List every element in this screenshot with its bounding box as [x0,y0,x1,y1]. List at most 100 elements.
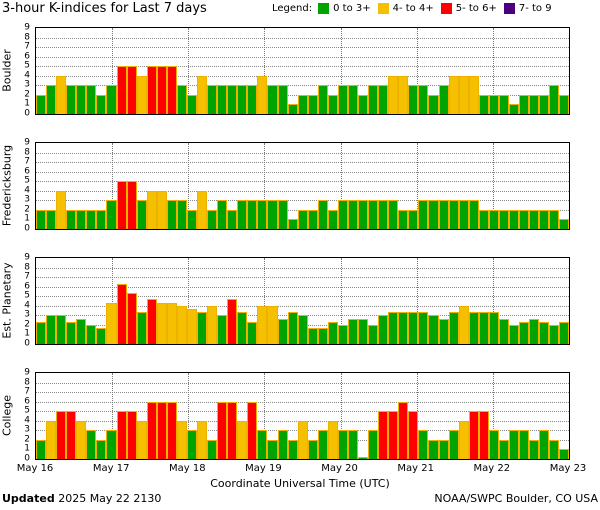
bar [106,85,117,114]
y-tick-1: 1 [24,98,30,109]
bar [297,94,308,114]
bar [227,85,238,114]
bar [257,200,268,229]
bar [297,209,308,229]
bar [529,439,540,459]
bar [267,439,278,459]
bar [86,85,97,114]
gridline-v-day4 [340,143,342,229]
bar [126,411,137,459]
bar [287,219,298,229]
bar [176,85,187,114]
y-tick-6: 6 [24,281,30,292]
gridline-v-day1 [112,373,114,459]
bar [287,439,298,459]
footer-updated-value: 2025 May 22 2130 [58,492,162,505]
bar [317,85,328,114]
bar [307,328,318,344]
gridline-v-day3 [264,28,266,114]
panel-college [35,372,570,460]
bar [166,200,177,229]
bar [197,312,208,344]
y-tick-0: 0 [24,108,30,119]
bar [277,318,288,344]
bar [529,209,540,229]
bar [207,439,218,459]
gridline-h-5 [36,66,569,68]
bar [176,420,187,459]
gridline-h-7 [36,47,569,49]
bar [186,209,197,229]
bar [36,209,47,229]
gridline-v-day4 [340,258,342,344]
gridline-h-4 [36,190,569,192]
bar [186,308,197,344]
bar [539,430,550,459]
bar [378,85,389,114]
gridline-h-8 [36,37,569,39]
bar-group [36,373,569,459]
bar [539,321,550,344]
bar [307,439,318,459]
bar [146,401,157,459]
y-tick-8: 8 [24,377,30,388]
bar [247,321,258,344]
gridline-v-day5 [416,143,418,229]
bar [428,94,439,114]
bar [529,318,540,344]
gridline-h-6 [36,401,569,403]
bar [337,324,348,344]
y-tick-4: 4 [24,300,30,311]
bar [36,94,47,114]
bar [227,209,238,229]
gridline-h-6 [36,56,569,58]
bar [257,305,268,344]
y-tick-7: 7 [24,271,30,282]
bar [458,420,469,459]
bar [136,312,147,344]
gridline-v-day3 [264,373,266,459]
gridline-v-day6 [492,28,494,114]
bar [46,315,57,344]
gridline-v-day3 [264,258,266,344]
bar [96,328,107,344]
bar [156,401,167,459]
y-tick-0: 0 [24,338,30,349]
bar [96,94,107,114]
x-axis-title: Coordinate Universal Time (UTC) [210,477,390,490]
y-tick-3: 3 [24,309,30,320]
y-tick-2: 2 [24,319,30,330]
bar [559,94,569,114]
gridline-h-6 [36,171,569,173]
y-tick-1: 1 [24,213,30,224]
bar [398,401,409,459]
legend: Legend: 0 to 3+ 4- to 4+ 5- to 6+ 7- to … [272,3,559,14]
gridline-h-7 [36,392,569,394]
gridline-h-4 [36,305,569,307]
bar [66,411,77,459]
bar [126,181,137,229]
bar [46,85,57,114]
bar [398,312,409,344]
bar [448,200,459,229]
bar [358,457,369,459]
legend-label: Legend: [272,3,313,14]
y-tick-6: 6 [24,166,30,177]
bar [277,200,288,229]
bar [176,200,187,229]
y-tick-4: 4 [24,70,30,81]
bar [368,430,379,459]
bar [207,209,218,229]
bar [86,324,97,344]
gridline-h-8 [36,152,569,154]
bar [237,85,248,114]
bar [408,209,419,229]
x-axis-labels: May 16 May 17 May 18 May 19 May 20 May 21 May … [17,463,587,477]
bar [418,312,429,344]
legend-text-purple: 7- to 9 [518,3,552,14]
gridline-h-5 [36,296,569,298]
gridline-h-8 [36,267,569,269]
bar [549,209,560,229]
